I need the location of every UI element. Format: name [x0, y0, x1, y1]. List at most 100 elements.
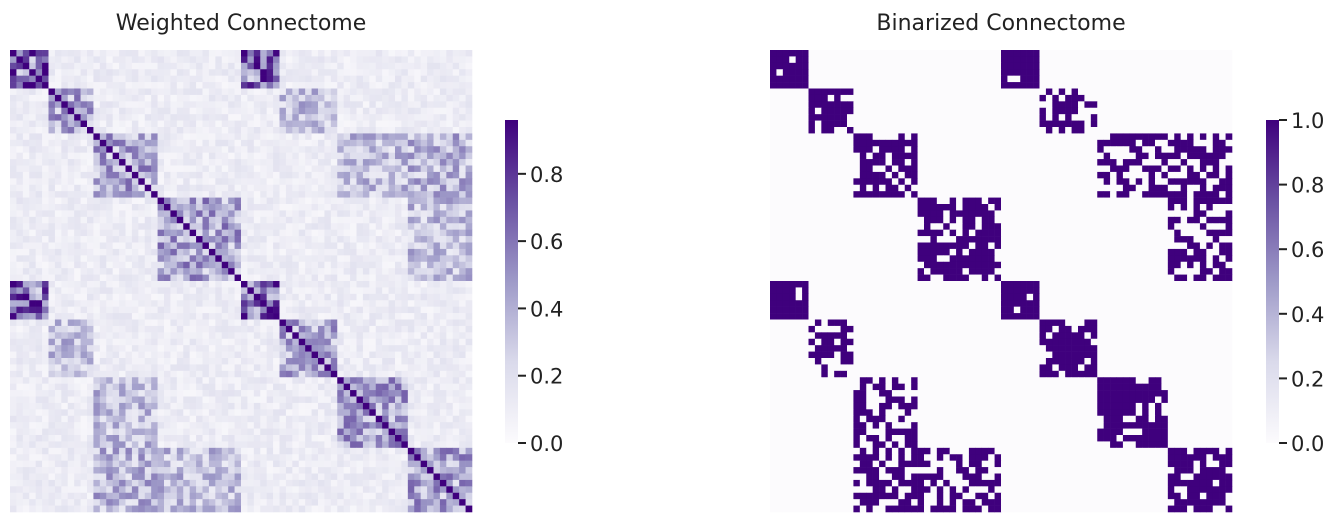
heatmap-cell [234, 332, 242, 340]
heatmap-cell [87, 300, 94, 307]
heatmap-cell [279, 467, 287, 474]
heatmap-cell [305, 178, 312, 186]
heatmap-cell [382, 351, 389, 359]
heatmap-cell [324, 197, 332, 205]
heatmap-cell [285, 441, 293, 449]
heatmap-cell [80, 139, 88, 147]
heatmap-cell [247, 101, 255, 109]
heatmap-cell [298, 396, 306, 404]
heatmap-cell [356, 351, 364, 359]
heatmap-cell [99, 204, 107, 211]
heatmap-cell [29, 377, 36, 384]
heatmap-cell [388, 473, 396, 481]
heatmap-cell [157, 69, 165, 76]
heatmap-cell [112, 229, 120, 237]
heatmap-cell [234, 127, 242, 134]
heatmap-cell [407, 396, 415, 404]
heatmap-cell [131, 216, 139, 224]
heatmap-cell [382, 139, 389, 147]
heatmap-cell [208, 197, 216, 205]
heatmap-cell [170, 204, 178, 211]
heatmap-cell [29, 467, 36, 474]
heatmap-cell [311, 50, 319, 57]
heatmap-cell [22, 325, 30, 333]
heatmap-cell [350, 82, 357, 89]
heatmap-cell [324, 428, 332, 436]
heatmap-cell [414, 210, 421, 218]
heatmap-cell [93, 467, 101, 474]
heatmap-cell [247, 287, 255, 295]
heatmap-cell [215, 94, 223, 102]
heatmap-cell [208, 306, 216, 314]
heatmap-cell [196, 325, 203, 333]
heatmap-cell [164, 56, 171, 64]
heatmap-cell [144, 467, 152, 474]
heatmap-cell [382, 120, 389, 128]
heatmap-cell [446, 133, 454, 141]
heatmap-cell [285, 377, 293, 384]
heatmap-cell [343, 56, 351, 64]
heatmap-cell [337, 396, 344, 404]
heatmap-cell [202, 467, 210, 474]
heatmap-cell [67, 159, 75, 166]
heatmap-cell [176, 82, 184, 89]
heatmap-cell [369, 306, 377, 314]
heatmap-cell [279, 236, 287, 243]
heatmap-cell [285, 274, 293, 282]
heatmap-cell [183, 171, 190, 179]
heatmap-cell [241, 402, 248, 410]
heatmap-cell [407, 338, 415, 346]
heatmap-cell [427, 159, 434, 166]
heatmap-cell [241, 229, 248, 237]
heatmap-cell [253, 293, 261, 301]
heatmap-cell [196, 287, 203, 295]
heatmap-cell [241, 171, 248, 179]
heatmap-cell [311, 159, 319, 166]
heatmap-cell [202, 325, 210, 333]
heatmap-cell [119, 248, 126, 256]
heatmap-cell [80, 332, 88, 340]
heatmap-cell [343, 460, 351, 468]
heatmap-cell [266, 435, 274, 442]
heatmap-cell [350, 325, 357, 333]
heatmap-cell [208, 370, 216, 378]
heatmap-cell [48, 69, 56, 76]
heatmap-cell [157, 171, 165, 179]
heatmap-cell [93, 50, 101, 57]
heatmap-cell [407, 422, 415, 429]
heatmap-cell [292, 133, 300, 141]
heatmap-cell [459, 101, 466, 109]
heatmap-cell [144, 101, 152, 109]
heatmap-cell [362, 88, 370, 96]
heatmap-cell [151, 492, 158, 500]
heatmap-cell [215, 428, 223, 436]
heatmap-cell [125, 428, 133, 436]
heatmap-cell [427, 88, 434, 96]
heatmap-cell [10, 197, 17, 205]
heatmap-cell [125, 486, 133, 494]
heatmap-cell [452, 428, 460, 436]
heatmap-cell [67, 236, 75, 243]
heatmap-cell [382, 261, 389, 269]
heatmap-cell [202, 338, 210, 346]
heatmap-cell [420, 274, 428, 282]
heatmap-cell [228, 178, 235, 186]
heatmap-cell [273, 171, 280, 179]
heatmap-cell [10, 255, 17, 263]
heatmap-cell [459, 396, 466, 404]
heatmap-cell [221, 146, 229, 153]
heatmap-cell [74, 325, 81, 333]
heatmap-cell [279, 325, 287, 333]
heatmap-cell [138, 178, 146, 186]
heatmap-cell [452, 351, 460, 359]
heatmap-cell [42, 255, 49, 263]
heatmap-cell [356, 479, 364, 487]
heatmap-cell [119, 300, 126, 307]
heatmap-cell [48, 492, 56, 500]
heatmap-cell [427, 467, 434, 474]
heatmap-cell [112, 492, 120, 500]
heatmap-cell [208, 114, 216, 121]
heatmap-cell [112, 447, 120, 455]
heatmap-cell [253, 139, 261, 147]
heatmap-cell [247, 460, 255, 468]
